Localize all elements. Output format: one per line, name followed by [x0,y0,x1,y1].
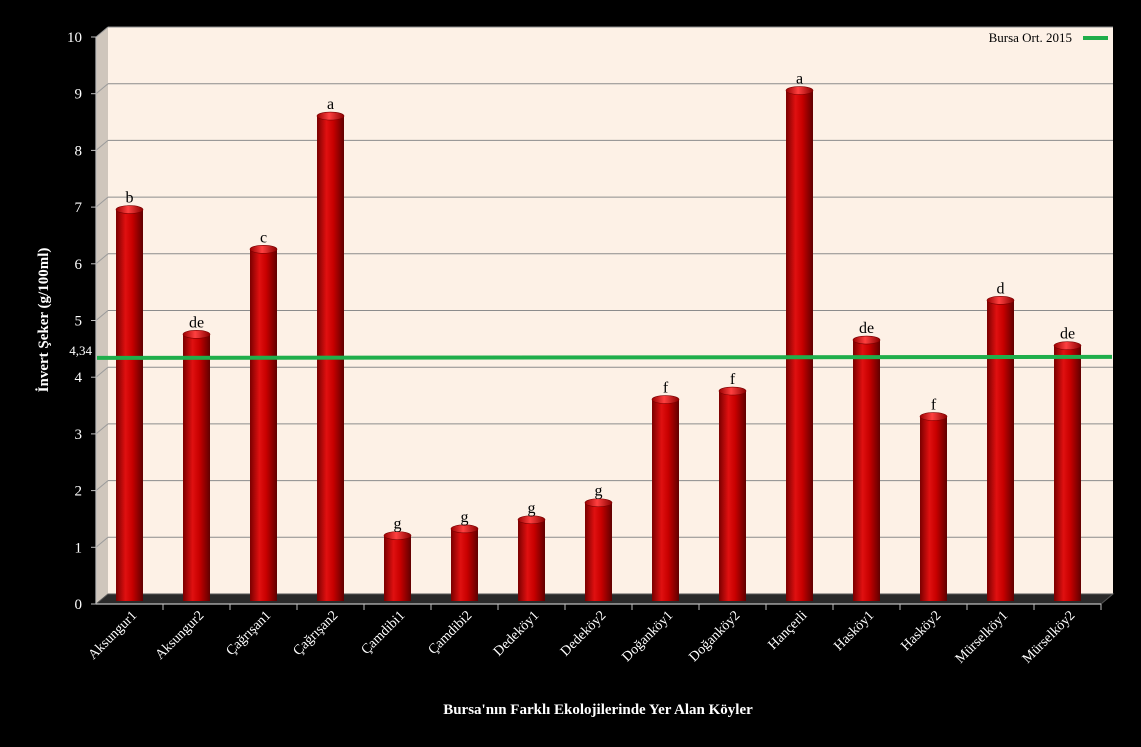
legend: Bursa Ort. 2015 [989,30,1108,45]
y-tick-label: 4 [75,370,83,386]
bar [116,209,143,602]
bar-cap [517,515,546,525]
y-ticks: 0 1 2 3 4 5 6 7 8 9 10 [67,30,96,613]
bar [384,535,411,601]
reference-value-label: 4,34 [69,343,92,358]
y-tick-label: 1 [75,540,83,556]
gridline-depth [95,536,109,548]
x-ticks: Aksungur1 Aksungur2 Çağrışan1 Çağrışan2 Çamd… [86,604,1102,667]
bar-cap [852,335,881,345]
bar [451,528,478,601]
gridline-depth [95,310,109,321]
bar-cap [651,395,680,404]
significance-letter: g [528,500,536,517]
bar-cap [450,524,479,534]
bar [719,391,746,601]
significance-letter: de [1060,326,1075,343]
y-tick-label: 5 [75,314,83,330]
bar-cap [584,498,613,508]
bar-cap [1053,341,1082,350]
bar [853,340,880,601]
y-tick-label: 0 [75,597,83,613]
bar-cap [249,244,278,254]
x-tick-label: Çamdibi2 [426,608,476,658]
significance-letter: a [327,96,334,113]
bar-cap [718,386,747,396]
legend-label: Bursa Ort. 2015 [989,30,1072,45]
x-tick-label: Aksungur1 [86,608,141,663]
bar [518,519,545,601]
gridline-depth [95,480,109,491]
x-tick-label: Çağrışan2 [291,608,342,659]
x-tick-label: Dedeköy2 [558,608,609,659]
y-tick-label: 6 [75,257,83,273]
x-tick-label: Doğanköy2 [687,608,744,665]
bar [920,416,947,601]
y-tick-label: 10 [67,30,82,46]
bar [987,300,1014,601]
y-tick-label: 9 [75,87,83,103]
y-axis-title: İnvert Şeker (g/100ml) [35,248,52,393]
gridline-depth [95,83,109,95]
bar-cap [383,531,412,540]
y-tick-label: 7 [75,200,83,216]
significance-letter: g [394,516,402,533]
significance-letter: g [595,483,603,500]
x-tick-label: Aksungur2 [153,608,208,663]
bars: b de c a g g g g f f a de f d de [115,71,1082,602]
significance-letter: a [796,71,803,88]
bar-cap [316,111,345,121]
bar-cap [919,412,948,421]
reference-line-group: 4,34 [69,343,1113,360]
x-tick-label: Mürselköy2 [1020,608,1078,666]
bar [250,249,277,602]
x-tick-label: Çamdibi1 [359,608,409,658]
x-axis-title: Bursa'nın Farklı Ekolojilerinde Yer Alan… [443,702,753,718]
significance-letter: de [189,314,204,331]
bar-cap [785,86,814,95]
significance-letter: f [663,380,669,397]
gridline-depth [95,140,109,151]
significance-letter: b [126,190,134,207]
bar-cap [182,330,211,339]
bar [183,334,210,601]
gridline-depth [95,196,109,208]
x-tick-label: Dedeköy1 [491,608,542,659]
bar [585,502,612,601]
significance-letter: f [931,397,937,414]
significance-letter: d [997,280,1005,297]
x-tick-label: Çağrışan1 [224,608,275,659]
bar [786,90,813,601]
y-tick-label: 3 [75,427,83,443]
bar-cap [115,205,144,214]
y-tick-label: 8 [75,143,83,159]
significance-letter: f [730,371,736,388]
bar-cap [986,296,1015,305]
gridline-depth [95,253,109,265]
gridline-depth [95,423,109,435]
significance-letter: de [859,320,874,337]
y-tick-label: 2 [75,484,83,500]
x-tick-label: Mürselköy1 [953,608,1011,666]
x-tick-label: Hançerli [766,608,811,653]
gridline-depth [95,366,109,378]
significance-letter: g [461,509,469,526]
bar [652,399,679,601]
reference-line [96,354,1113,360]
x-tick-label: Hasköy2 [899,608,945,654]
x-tick-label: Doğanköy1 [620,608,677,665]
gridline-depth [95,26,109,38]
bar [1054,345,1081,601]
x-tick-label: Hasköy1 [832,608,878,654]
significance-letter: c [260,229,267,246]
